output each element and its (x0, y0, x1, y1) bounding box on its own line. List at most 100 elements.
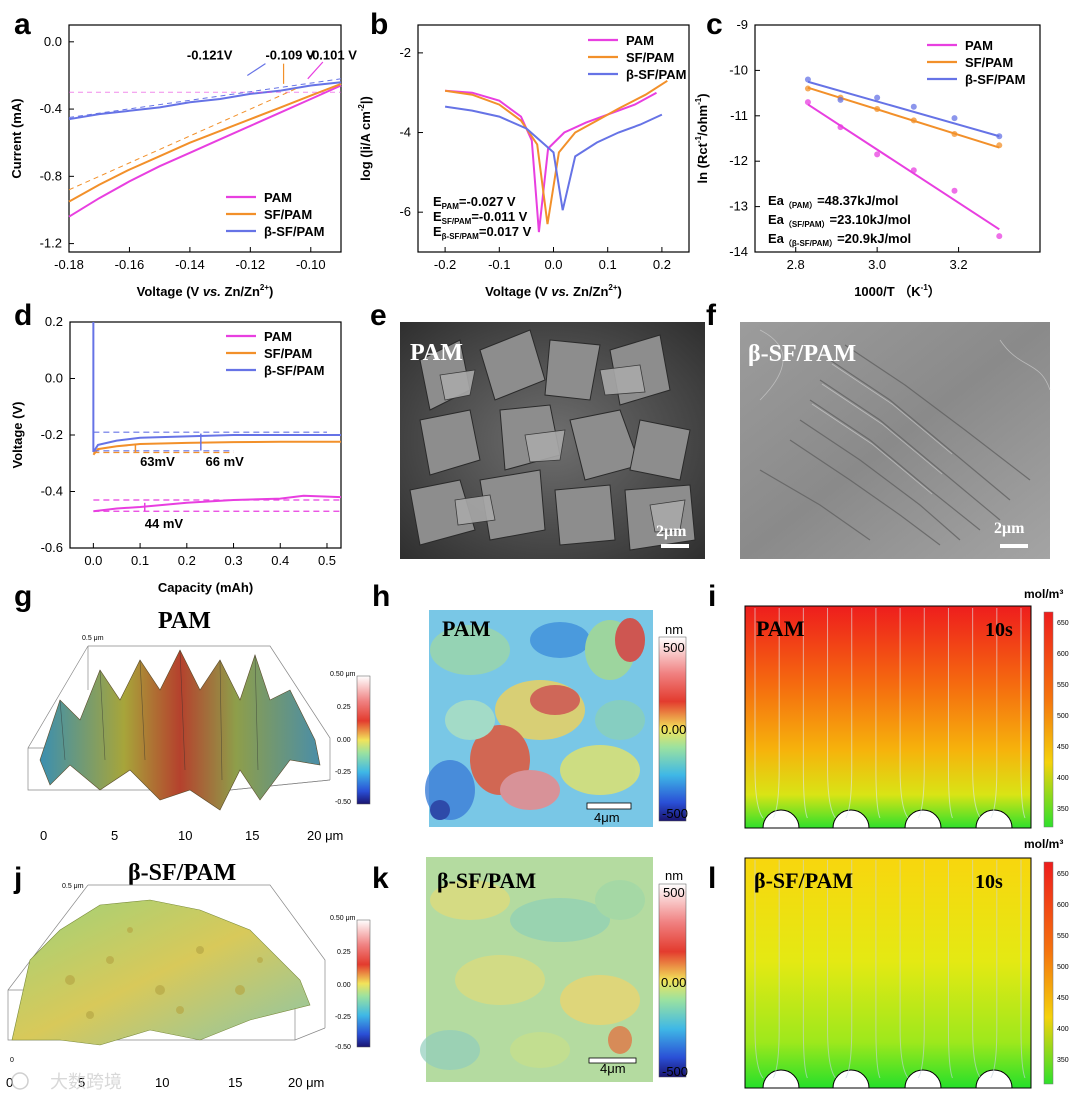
sim-streamline (1020, 860, 1026, 1079)
afm2d-bsf-scale-bar (588, 1057, 637, 1064)
chart-d-ytick-label: -0.6 (41, 540, 63, 555)
sim-streamline (972, 608, 982, 819)
sim-streamline (972, 860, 982, 1079)
afm3d-bsf-zlabel: 0.5 μm (62, 883, 84, 890)
panel-label-a: a (14, 8, 31, 41)
chart-c-point (837, 96, 844, 103)
sim-streamline (845, 608, 853, 819)
sim-pam-unit: mol/m³ (1024, 587, 1063, 601)
sim-streamline (875, 608, 881, 819)
sim-pam-colorbar (1043, 611, 1054, 828)
sim-streamline (917, 860, 925, 1079)
chart-c-legend-label: PAM (965, 38, 993, 53)
sim-streamline (845, 860, 853, 1079)
chart-c-point (996, 233, 1003, 240)
sim-pam-title: PAM (756, 616, 805, 641)
chart-d-xlabel: Capacity (mAh) (158, 580, 253, 595)
sim-bsf-cbar-0: 650 (1057, 871, 1069, 878)
chart-d-series-line (93, 494, 342, 513)
chart-d-legend-label: PAM (264, 329, 292, 344)
sim-streamline (827, 860, 836, 1079)
afm3d-bsf-cbar-2: 0.00 (337, 982, 351, 989)
chart-c-point (996, 133, 1003, 140)
chart-c-point (837, 124, 844, 131)
chart-a-xtick-label: -0.10 (296, 257, 326, 272)
chart-d-xtick-label: 0.4 (271, 553, 289, 568)
sim-streamline (899, 608, 909, 819)
panel-label-e: e (370, 299, 387, 332)
chart-d-xtick-label: 0.1 (131, 553, 149, 568)
chart-c-legend-label: SF/PAM (965, 55, 1013, 70)
sim-streamline (754, 860, 764, 1079)
chart-b-xtick-label: 0.0 (544, 257, 562, 272)
afm3d-pam-xtick-1: 5 (111, 828, 118, 843)
afm2d-bsf-cbar-1: 0.00 (661, 975, 686, 990)
afm3d-pam-xtick-3: 15 (245, 828, 259, 843)
sim-bsf-title: β-SF/PAM (754, 868, 853, 893)
chart-c-ylabel: ln (Rct-1/ohm-1) (694, 93, 710, 183)
chart-c-fit-line (807, 80, 1000, 138)
sim-pam-cbar-4: 450 (1057, 744, 1069, 751)
sim-pam-cbar-1: 600 (1057, 651, 1069, 658)
sim-pam-cbar-3: 500 (1057, 713, 1069, 720)
sim-streamline (754, 608, 764, 819)
chart-c-legend-label: β-SF/PAM (965, 72, 1025, 87)
afm3d-bsf-z0: 0 (10, 1057, 14, 1064)
sem-pam-title: PAM (410, 340, 463, 366)
chart-d-xtick-label: 0.3 (224, 553, 242, 568)
chart-b-ytick-label: -4 (399, 125, 411, 140)
chart-a-annot-bsf: -0.121V (187, 47, 233, 62)
watermark: 大数跨境 (11, 1072, 122, 1093)
afm3d-pam-cbar-4: -0.50 (335, 799, 351, 806)
chart-b-legend-label: SF/PAM (626, 50, 674, 65)
sim-streamline (947, 608, 953, 819)
panel-label-c: c (706, 8, 723, 41)
chart-c-point (996, 142, 1003, 149)
chart-d-ylabel: Voltage (V) (10, 402, 25, 469)
chart-a-arrow-pam (307, 61, 324, 80)
sim-bsf-colorbar (1043, 861, 1054, 1085)
chart-a-annot-pam: -0.101 V (308, 47, 357, 62)
chart-c-point (874, 105, 881, 112)
sim-streamline (1020, 608, 1026, 819)
sim-bsf-cbar-5: 400 (1057, 1026, 1069, 1033)
sem-bsf-scale-bar (1000, 544, 1028, 548)
chart-c-annot: Ea（β-SF/PAM）=20.9kJ/mol (768, 231, 911, 248)
sim-streamline (875, 860, 881, 1079)
afm3d-pam-xtick-0: 0 (40, 828, 47, 843)
afm2d-bsf-title: β-SF/PAM (437, 868, 536, 893)
sim-streamline (990, 860, 998, 1079)
chart-d-annot-pam: 44 mV (145, 516, 184, 531)
chart-c-ytick-label: -13 (729, 199, 748, 214)
sim-bsf-unit: mol/m³ (1024, 837, 1063, 851)
afm2d-bsf-cbar-0: 500 (663, 885, 685, 900)
chart-c-ytick-label: -10 (729, 62, 748, 77)
sim-bsf-time: 10s (975, 871, 1003, 893)
sem-image-bsf: β-SF/PAM 2μm (740, 322, 1051, 559)
afm-2d-bsf: β-SF/PAM 4μm nm 500 0.00 -500 (420, 857, 688, 1082)
sim-streamline (899, 860, 909, 1079)
afm3d-pam-colorbar (356, 675, 371, 805)
sim-streamline (990, 608, 998, 819)
chart-a-xtick-label: -0.12 (236, 257, 266, 272)
sim-pam-cbar-6: 350 (1057, 806, 1069, 813)
afm3d-bsf-cbar-0: 0.50 μm (330, 915, 356, 922)
sim-bsf-cbar-6: 350 (1057, 1057, 1069, 1064)
chart-c-ytick-label: -11 (730, 108, 748, 123)
chart-c-point (804, 99, 811, 106)
afm3d-bsf-xtick-0: 0 (6, 1075, 13, 1090)
afm3d-pam-xtick-4: 20 μm (307, 828, 343, 843)
chart-a-arrow-bsf (246, 63, 266, 76)
chart-a-ytick-label: -0.8 (40, 168, 62, 183)
afm-2d-pam: PAM 4μm nm 500 0.00 -500 (425, 610, 688, 827)
sim-streamline (802, 860, 808, 1079)
chart-d-ytick-label: 0.0 (45, 371, 63, 386)
panel-label-j: j (13, 862, 22, 895)
sim-streamline (772, 860, 780, 1079)
panel-label-d: d (14, 299, 32, 332)
sim-streamline (917, 608, 925, 819)
afm3d-bsf-colorbar (356, 919, 371, 1048)
chart-b-xtick-label: 0.1 (599, 257, 617, 272)
chart-c-point (910, 167, 917, 174)
afm3d-pam-cbar-3: -0.25 (335, 769, 351, 776)
